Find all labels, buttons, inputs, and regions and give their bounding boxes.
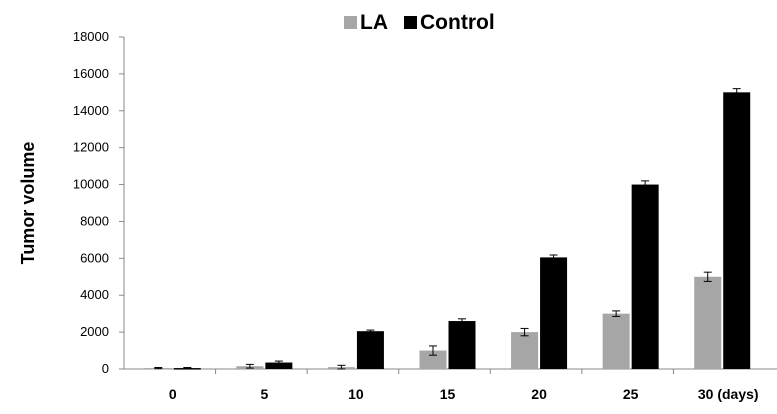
bar-control-6 xyxy=(723,92,751,369)
x-tick-label: 15 xyxy=(440,386,456,402)
y-tick-label: 8000 xyxy=(80,213,109,228)
x-tick-label: 30 (days) xyxy=(698,386,759,402)
bar-control-5 xyxy=(631,184,659,369)
y-tick-label: 4000 xyxy=(80,287,109,302)
bar-la-5 xyxy=(602,313,630,369)
legend-label-control: Control xyxy=(420,11,495,34)
x-tick-label: 10 xyxy=(348,386,364,402)
legend: LA Control xyxy=(344,11,495,34)
y-tick-label: 12000 xyxy=(73,140,109,155)
legend-swatch-la xyxy=(344,16,357,29)
bar-la-3 xyxy=(419,350,447,369)
y-tick-label: 14000 xyxy=(73,103,109,118)
y-tick-label: 2000 xyxy=(80,324,109,339)
legend-swatch-control xyxy=(404,16,417,29)
bar-control-1 xyxy=(265,362,293,369)
bar-la-4 xyxy=(511,332,539,369)
x-axis: 0 5 10 15 20 25 30 (days) xyxy=(124,368,777,402)
y-tick-label: 10000 xyxy=(73,177,109,192)
bar-control-3 xyxy=(448,321,476,369)
x-tick-label: 25 xyxy=(623,386,639,402)
y-tick-label: 0 xyxy=(102,361,109,376)
x-tick-label: 20 xyxy=(531,386,547,402)
y-axis-title: Tumor volume xyxy=(18,142,38,265)
y-tick-label: 6000 xyxy=(80,250,109,265)
bar-control-2 xyxy=(356,331,384,369)
x-tick-label: 5 xyxy=(260,386,268,402)
legend-label-la: LA xyxy=(360,11,388,34)
y-tick-label: 18000 xyxy=(73,29,109,44)
bar-la-6 xyxy=(694,276,722,369)
bar-control-4 xyxy=(540,257,568,369)
y-tick-label: 16000 xyxy=(73,66,109,81)
y-axis: 0 2000 4000 6000 8000 10000 12000 14000 16000 180… xyxy=(73,29,125,376)
x-tick-label: 0 xyxy=(169,386,177,402)
bars-group xyxy=(144,88,751,370)
